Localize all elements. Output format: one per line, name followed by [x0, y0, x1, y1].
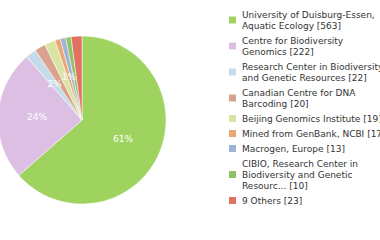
svg-text:Genomics [222]: Genomics [222] — [242, 47, 314, 57]
svg-text:Barcoding [20]: Barcoding [20] — [242, 99, 309, 109]
svg-text:24%: 24% — [27, 112, 47, 122]
svg-text:University of Duisburg-Essen,: University of Duisburg-Essen, — [242, 10, 378, 20]
svg-text:and Genetic Resources [22]: and Genetic Resources [22] — [242, 73, 367, 83]
svg-text:2%: 2% — [47, 79, 62, 89]
svg-text:Research Center in Biodiversit: Research Center in Biodiversity — [242, 62, 380, 72]
svg-text:Canadian Centre for DNA: Canadian Centre for DNA — [242, 88, 358, 98]
svg-text:Biodiversity and Genetic: Biodiversity and Genetic — [242, 170, 355, 180]
svg-text:Aquatic Ecology [563]: Aquatic Ecology [563] — [242, 21, 341, 31]
svg-text:Macrogen, Europe [13]: Macrogen, Europe [13] — [242, 144, 345, 154]
svg-text:Centre for Biodiversity: Centre for Biodiversity — [242, 36, 346, 46]
svg-text:1%: 1% — [62, 72, 77, 82]
svg-text:Resourc... [10]: Resourc... [10] — [242, 181, 308, 191]
svg-text:CIBIO, Research Center in: CIBIO, Research Center in — [242, 159, 361, 169]
svg-text:Beijing Genomics Institute [19: Beijing Genomics Institute [19] — [242, 114, 380, 124]
svg-text:9 Others [23]: 9 Others [23] — [242, 196, 302, 206]
svg-text:61%: 61% — [113, 134, 133, 144]
svg-text:Mined from GenBank, NCBI [17]: Mined from GenBank, NCBI [17] — [242, 129, 380, 139]
